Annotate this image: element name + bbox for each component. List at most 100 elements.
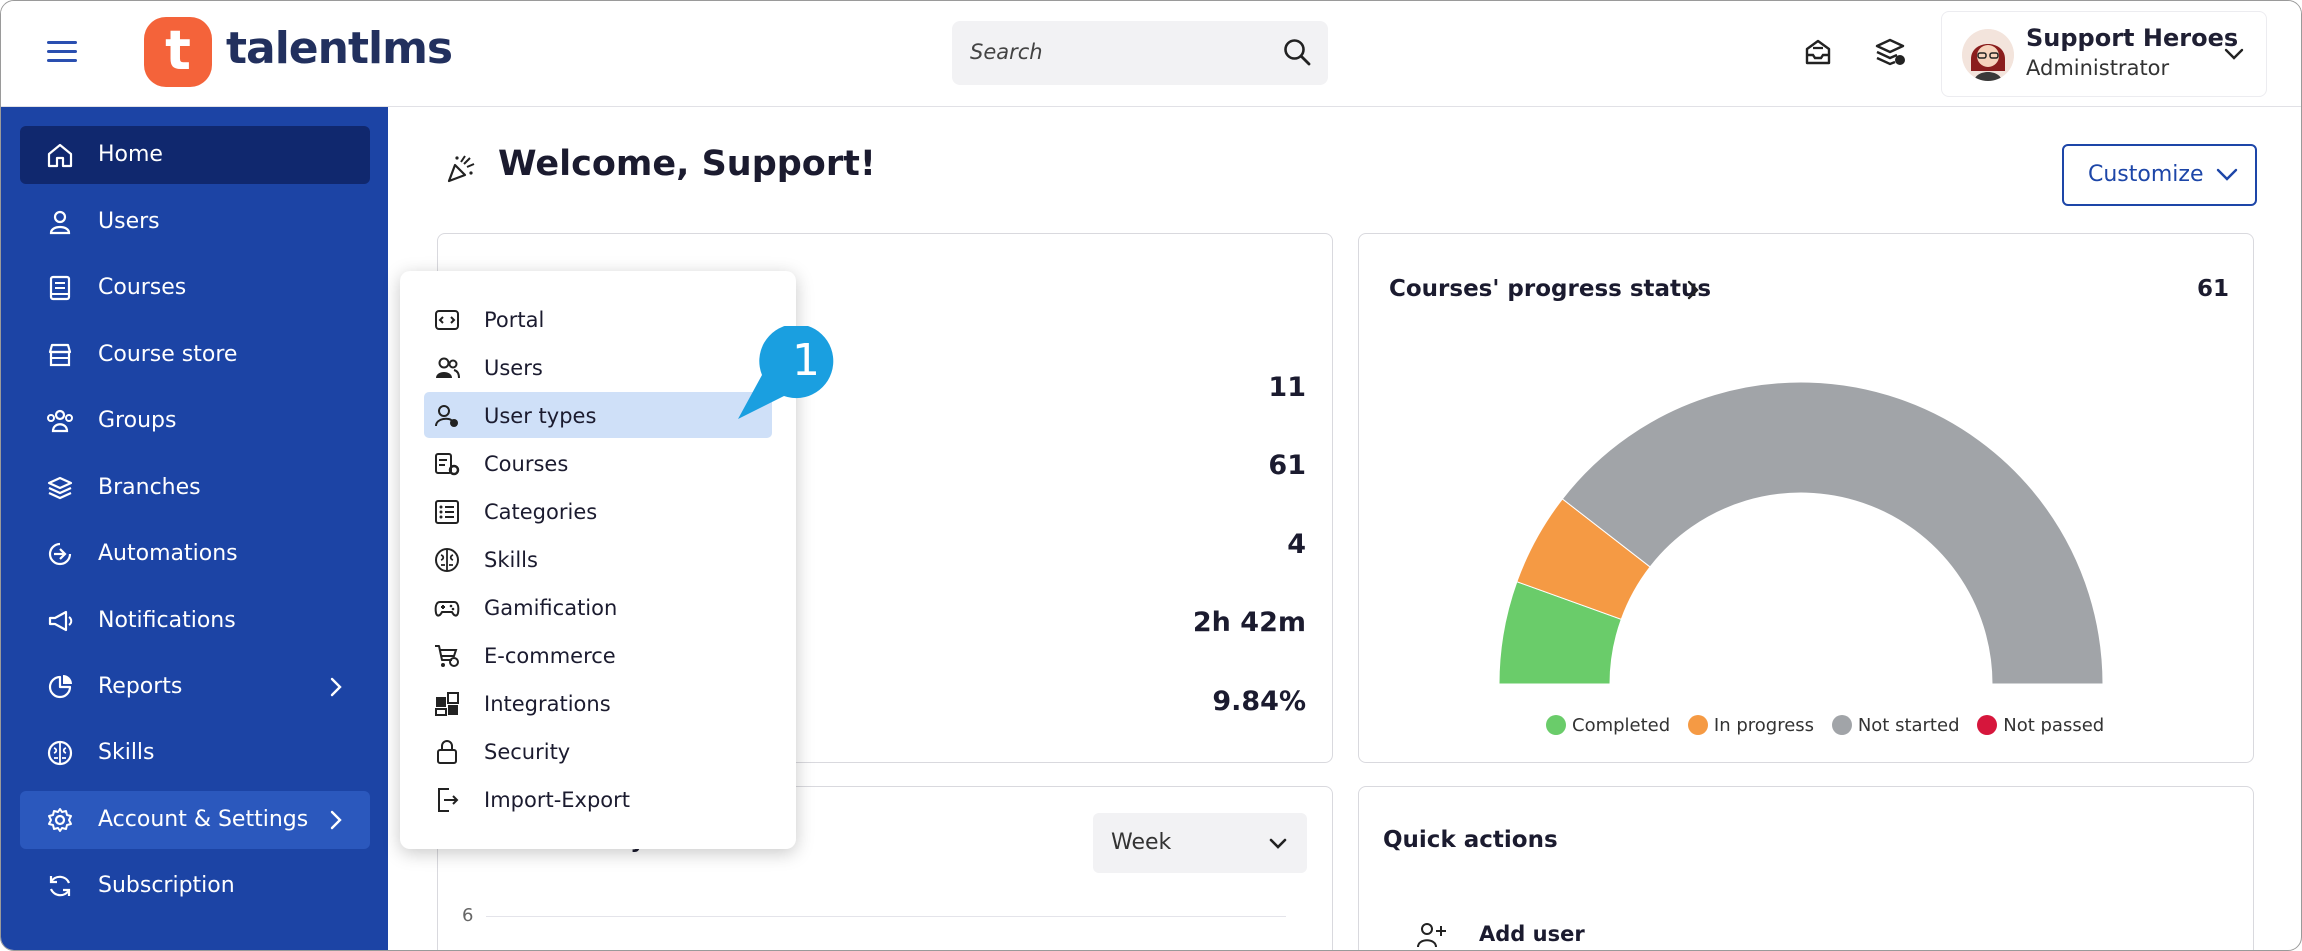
menu-item-portal[interactable]: Portal bbox=[424, 296, 772, 342]
stat-value: 4 bbox=[1287, 529, 1306, 560]
menu-item-gamification[interactable]: Gamification bbox=[424, 584, 772, 630]
stat-value: 2h 42m bbox=[1192, 607, 1306, 638]
search-icon[interactable] bbox=[1282, 37, 1312, 67]
layers-icon bbox=[47, 476, 73, 500]
menu-item-categories[interactable]: Categories bbox=[424, 488, 772, 534]
sidebar-item-automations[interactable]: Automations bbox=[20, 525, 370, 583]
customize-button[interactable]: Customize bbox=[2062, 144, 2257, 206]
menu-item-integrations[interactable]: Integrations bbox=[424, 680, 772, 726]
sidebar-item-home[interactable]: Home bbox=[20, 126, 370, 184]
sidebar-item-label: Groups bbox=[98, 408, 177, 433]
stat-value: 11 bbox=[1268, 372, 1306, 403]
menu-item-user-types[interactable]: User types bbox=[424, 392, 772, 438]
progress-count: 61 bbox=[2196, 276, 2229, 302]
legend-label: Completed bbox=[1572, 715, 1671, 736]
cart-icon bbox=[435, 645, 459, 667]
user-type-icon bbox=[435, 405, 458, 427]
menu-item-label: Portal bbox=[484, 308, 545, 332]
sidebar-item-groups[interactable]: Groups bbox=[20, 392, 370, 450]
sidebar-item-users[interactable]: Users bbox=[20, 193, 370, 251]
menu-item-skills[interactable]: Skills bbox=[424, 536, 772, 582]
sidebar-item-course-store[interactable]: Course store bbox=[20, 326, 370, 384]
avatar bbox=[1962, 29, 2014, 81]
legend-item: In progress bbox=[1687, 715, 1815, 736]
sidebar-item-courses[interactable]: Courses bbox=[20, 259, 370, 317]
sidebar-item-label: Reports bbox=[98, 674, 183, 699]
sidebar-item-branches[interactable]: Branches bbox=[20, 459, 370, 517]
search-box bbox=[952, 21, 1328, 85]
period-select[interactable]: Week bbox=[1093, 813, 1307, 873]
menu-item-courses[interactable]: Courses bbox=[424, 440, 772, 486]
menu-toggle-icon[interactable] bbox=[47, 41, 77, 65]
user-name: Support Heroes bbox=[2026, 24, 2239, 52]
code-window-icon bbox=[435, 310, 459, 330]
progress-card-title[interactable]: Courses' progress status bbox=[1389, 276, 1712, 302]
legend-label: Not passed bbox=[2003, 715, 2105, 736]
quick-actions-title: Quick actions bbox=[1383, 827, 1558, 853]
chevron-right-icon[interactable] bbox=[1685, 279, 1701, 301]
lock-icon bbox=[437, 740, 457, 764]
add-user-link[interactable]: Add user bbox=[1479, 922, 1585, 946]
sidebar-item-label: Branches bbox=[98, 475, 201, 500]
sidebar-item-label: Courses bbox=[98, 275, 187, 300]
logo-mark[interactable]: t bbox=[144, 17, 212, 87]
menu-item-e-commerce[interactable]: E-commerce bbox=[424, 632, 772, 678]
menu-item-label: Skills bbox=[484, 548, 538, 572]
chart-segment-not-started[interactable] bbox=[1561, 381, 2104, 685]
logo-text[interactable]: talentlms bbox=[226, 23, 453, 74]
sidebar-item-subscription[interactable]: Subscription bbox=[20, 857, 370, 915]
groups-icon bbox=[47, 409, 73, 433]
add-user-icon[interactable] bbox=[1415, 921, 1447, 949]
menu-item-label: Categories bbox=[484, 500, 598, 524]
search-input[interactable] bbox=[968, 39, 1252, 65]
sidebar-item-reports[interactable]: Reports bbox=[20, 658, 370, 716]
puzzle-icon bbox=[435, 692, 459, 716]
gamepad-icon bbox=[434, 601, 460, 617]
chart-legend: Completed In progress Not started Not pa… bbox=[1546, 715, 2116, 736]
book-icon bbox=[49, 275, 71, 301]
sidebar-item-label: Home bbox=[98, 142, 163, 167]
legend-item: Completed bbox=[1546, 715, 1670, 736]
legend-label: Not started bbox=[1857, 715, 1960, 736]
user-menu[interactable]: Support Heroes Administrator bbox=[1941, 11, 2267, 97]
sidebar-item-label: Users bbox=[98, 209, 160, 234]
top-header: t talentlms bbox=[1, 1, 2301, 107]
settings-submenu: Portal Users User types Courses Categori… bbox=[400, 271, 796, 849]
legend-item: Not started bbox=[1831, 715, 1960, 736]
menu-item-label: Integrations bbox=[484, 692, 611, 716]
chevron-down-icon[interactable] bbox=[2222, 42, 2246, 66]
chevron-down-icon bbox=[2216, 168, 2238, 181]
inbox-icon[interactable] bbox=[1801, 35, 1835, 69]
list-icon bbox=[435, 500, 459, 524]
legend-label: In progress bbox=[1713, 715, 1815, 736]
step-number: 1 bbox=[792, 335, 820, 386]
user-role: Administrator bbox=[2026, 56, 2170, 80]
period-value: Week bbox=[1111, 830, 1172, 855]
sidebar-item-label: Skills bbox=[98, 740, 155, 765]
stat-value: 61 bbox=[1268, 450, 1306, 481]
layers-badge-icon[interactable] bbox=[1873, 35, 1907, 69]
sidebar-item-label: Subscription bbox=[98, 873, 235, 898]
progress-chart bbox=[1498, 381, 2104, 685]
party-popper-icon bbox=[447, 155, 475, 183]
quick-actions-card: Quick actions Add user bbox=[1358, 786, 2254, 950]
menu-item-users[interactable]: Users bbox=[424, 344, 772, 390]
file-export-icon bbox=[438, 788, 459, 812]
sidebar-item-skills[interactable]: Skills bbox=[20, 724, 370, 782]
user-icon bbox=[49, 210, 71, 235]
sidebar-item-notifications[interactable]: Notifications bbox=[20, 592, 370, 650]
sidebar: Home Users Courses Course store Groups B… bbox=[1, 107, 388, 950]
customize-label: Customize bbox=[2088, 162, 2204, 187]
sidebar-item-label: Automations bbox=[98, 541, 238, 566]
sidebar-item-account-settings[interactable]: Account & Settings bbox=[20, 791, 370, 849]
chevron-right-icon bbox=[330, 810, 342, 830]
menu-item-label: User types bbox=[484, 404, 597, 428]
menu-item-import-export[interactable]: Import-Export bbox=[424, 776, 772, 822]
megaphone-icon bbox=[48, 610, 73, 632]
brain-icon bbox=[47, 740, 73, 766]
menu-item-label: Import-Export bbox=[484, 788, 631, 812]
menu-item-security[interactable]: Security bbox=[424, 728, 772, 774]
step-callout bbox=[738, 326, 834, 419]
refresh-icon bbox=[49, 875, 71, 897]
